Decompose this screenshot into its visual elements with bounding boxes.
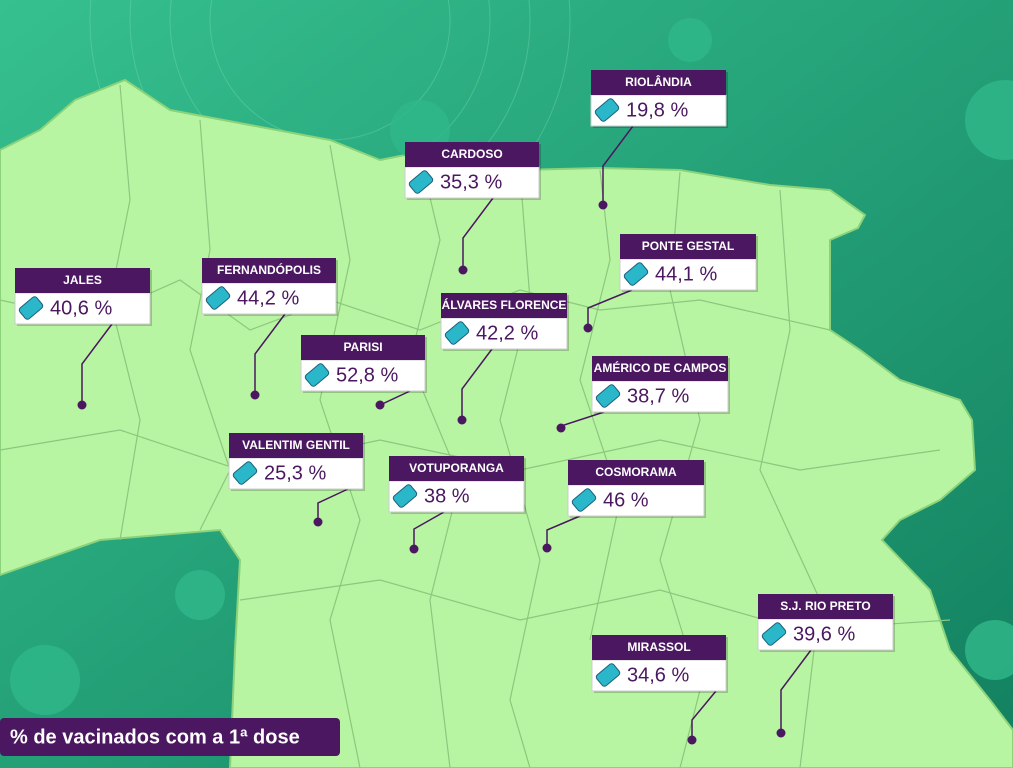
city-name: CARDOSO bbox=[441, 147, 502, 161]
city-dot bbox=[409, 544, 419, 554]
syringe-icon bbox=[304, 363, 330, 387]
city-dot bbox=[313, 517, 323, 527]
city-name: JALES bbox=[63, 273, 102, 287]
syringe-icon bbox=[595, 663, 621, 687]
city-value: 44,1 % bbox=[655, 263, 717, 285]
city-name: VOTUPORANGA bbox=[409, 461, 504, 475]
name-bar bbox=[229, 433, 363, 458]
city-dot bbox=[687, 735, 697, 745]
syringe-icon bbox=[205, 286, 231, 310]
legend-box bbox=[0, 718, 340, 756]
city-value: 39,6 % bbox=[793, 623, 855, 645]
city-value: 38,7 % bbox=[627, 385, 689, 407]
city-name: VALENTIM GENTIL bbox=[242, 438, 350, 452]
connector bbox=[462, 197, 494, 270]
city-value: 34,6 % bbox=[627, 664, 689, 686]
city-value: 25,3 % bbox=[264, 462, 326, 484]
connector bbox=[81, 323, 113, 405]
city-dot bbox=[375, 400, 385, 410]
city-name: AMÉRICO DE CAMPOS bbox=[594, 360, 727, 375]
city-dot bbox=[458, 265, 468, 275]
syringe-icon bbox=[595, 384, 621, 408]
city-name: COSMORAMA bbox=[595, 465, 677, 479]
syringe-icon bbox=[232, 461, 258, 485]
name-bar bbox=[592, 356, 728, 381]
city-name: PONTE GESTAL bbox=[642, 239, 734, 253]
connector bbox=[691, 690, 717, 740]
connector bbox=[780, 649, 812, 733]
city-value: 35,3 % bbox=[440, 171, 502, 193]
name-bar bbox=[568, 460, 704, 485]
syringe-icon bbox=[761, 622, 787, 646]
syringe-icon bbox=[408, 170, 434, 194]
city-value: 46 % bbox=[603, 489, 649, 511]
syringe-icon bbox=[18, 296, 44, 320]
city-value: 42,2 % bbox=[476, 322, 538, 344]
name-bar bbox=[301, 335, 425, 360]
syringe-icon bbox=[571, 488, 597, 512]
name-bar bbox=[591, 70, 726, 95]
name-bar bbox=[405, 142, 539, 167]
city-dot bbox=[598, 200, 608, 210]
city-dot bbox=[250, 390, 260, 400]
name-bar bbox=[592, 635, 726, 660]
syringe-icon bbox=[392, 484, 418, 508]
legend-title: % de vacinados com a 1ª dose bbox=[10, 726, 300, 748]
city-dot bbox=[457, 415, 467, 425]
name-bar bbox=[389, 456, 524, 481]
city-value: 38 % bbox=[424, 485, 470, 507]
connector bbox=[379, 390, 411, 406]
connector bbox=[587, 289, 633, 328]
city-value: 44,2 % bbox=[237, 287, 299, 309]
name-bar bbox=[758, 594, 893, 619]
city-name: S.J. RIO PRETO bbox=[780, 599, 870, 613]
connector bbox=[461, 348, 493, 420]
connector bbox=[546, 515, 581, 548]
syringe-icon bbox=[444, 321, 470, 345]
city-name: MIRASSOL bbox=[627, 640, 690, 654]
syringe-icon bbox=[594, 98, 620, 122]
name-bar bbox=[441, 293, 567, 318]
city-name: PARISI bbox=[343, 340, 382, 354]
name-bar bbox=[202, 258, 336, 283]
city-name: FERNANDÓPOLIS bbox=[217, 262, 321, 277]
city-value: 40,6 % bbox=[50, 297, 112, 319]
name-bar bbox=[620, 234, 756, 259]
city-name: ÁLVARES FLORENCE bbox=[442, 297, 567, 312]
connector bbox=[413, 511, 445, 549]
connector bbox=[602, 125, 634, 205]
city-dot bbox=[776, 728, 786, 738]
city-value: 19,8 % bbox=[626, 99, 688, 121]
connector bbox=[317, 488, 349, 522]
city-name: RIOLÂNDIA bbox=[625, 74, 692, 89]
city-dot bbox=[77, 400, 87, 410]
syringe-icon bbox=[623, 262, 649, 286]
connector bbox=[254, 313, 286, 395]
name-bar bbox=[15, 268, 150, 293]
city-dot bbox=[583, 323, 593, 333]
city-dot bbox=[542, 543, 552, 553]
city-value: 52,8 % bbox=[336, 364, 398, 386]
city-dot bbox=[556, 423, 566, 433]
